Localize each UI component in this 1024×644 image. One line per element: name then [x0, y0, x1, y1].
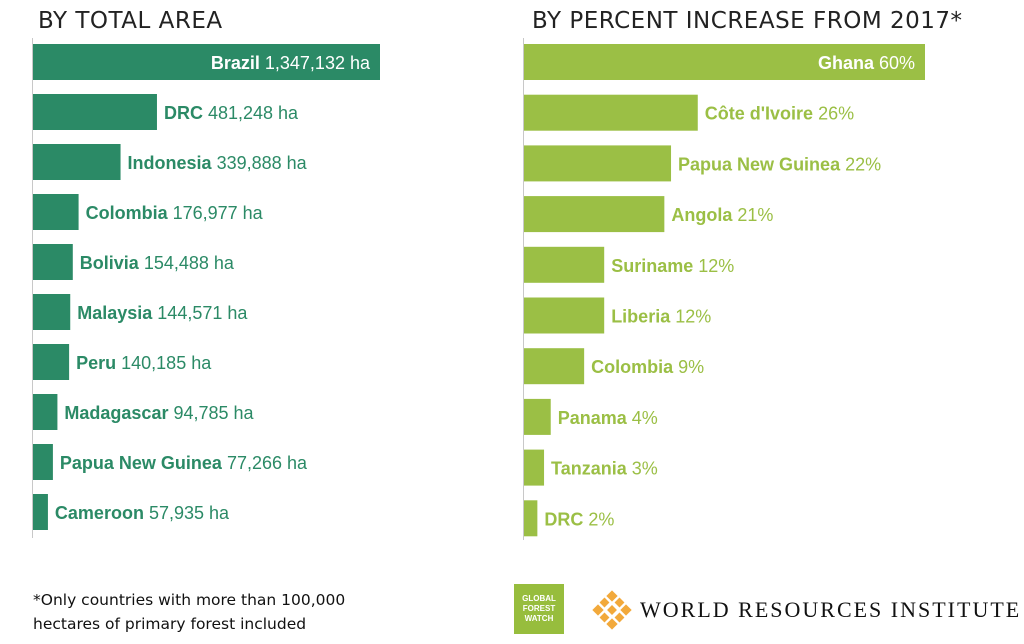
bar-colombia [33, 194, 79, 230]
bar-category-label: Peru [76, 353, 116, 373]
bar-category-label: Tanzania [551, 459, 628, 479]
bar-indonesia [33, 144, 121, 180]
bar-value-label: 94,785 ha [168, 403, 254, 423]
bar-label: Indonesia 339,888 ha [128, 153, 308, 173]
bar-value-label: 3% [627, 459, 658, 479]
bar-value-label: 9% [673, 357, 704, 377]
bar-label: Peru 140,185 ha [76, 353, 212, 373]
bar-value-label: 2% [583, 509, 614, 529]
bar-value-label: 144,571 ha [152, 303, 248, 323]
bar-peru [33, 344, 70, 380]
bar-value-label: 21% [732, 205, 773, 225]
bar-value-label: 26% [813, 104, 854, 124]
bar-category-label: Côte d'Ivoire [705, 104, 813, 124]
total-area-bar-chart: Brazil 1,347,132 ha DRC 481,248 ha Indones… [32, 38, 380, 538]
gfw-logo-line-3: WATCH [524, 614, 554, 623]
bar-label: Côte d'Ivoire 26% [705, 104, 854, 124]
bar-value-label: 12% [670, 307, 711, 327]
bar-value-label: 1,347,132 ha [260, 53, 371, 73]
bar-label: Liberia 12% [611, 307, 711, 327]
bar-brazil [33, 44, 380, 80]
bar-category-label: Panama [558, 408, 628, 428]
bar-papua-new-guinea [524, 145, 672, 182]
bar-colombia [524, 348, 585, 385]
bar-label: Brazil 1,347,132 ha [211, 53, 371, 73]
bar-label: DRC 2% [544, 509, 614, 529]
bar-label: Madagascar 94,785 ha [64, 403, 254, 423]
bar-label: Bolivia 154,488 ha [80, 253, 235, 273]
bar-value-label: 4% [627, 408, 658, 428]
bar-liberia [524, 297, 605, 334]
bar-suriname [524, 246, 605, 283]
bar-panama [524, 398, 551, 435]
bar-category-label: Cameroon [55, 503, 144, 523]
percent-increase-bar-chart: Ghana 60% Côte d'Ivoire 26% Papua New Guin… [523, 38, 925, 540]
bar-tanzania [524, 449, 545, 486]
bar-value-label: 481,248 ha [203, 103, 299, 123]
bar-label: Colombia 176,977 ha [86, 203, 264, 223]
bar-category-label: Colombia [591, 357, 674, 377]
global-forest-watch-logo: GLOBAL FOREST WATCH [514, 584, 564, 634]
bar-value-label: 22% [840, 154, 881, 174]
bar-label: Papua New Guinea 22% [678, 154, 881, 174]
bar-label: Suriname 12% [611, 256, 734, 276]
right-chart-title: BY PERCENT INCREASE FROM 2017* [532, 8, 963, 34]
gfw-logo-line-1: GLOBAL [522, 594, 556, 603]
bar-category-label: Colombia [86, 203, 169, 223]
bar-angola [524, 196, 665, 233]
bar-label: Tanzania 3% [551, 459, 658, 479]
bar-category-label: Papua New Guinea [678, 154, 841, 174]
bar-label: Cameroon 57,935 ha [55, 503, 230, 523]
bar-cameroon [33, 494, 48, 530]
bar-label: Angola 21% [671, 205, 773, 225]
wri-name: WORLD RESOURCES INSTITUTE [640, 597, 1022, 622]
bar-label: Malaysia 144,571 ha [77, 303, 248, 323]
bar-label: Panama 4% [558, 408, 658, 428]
bar-label: Colombia 9% [591, 357, 704, 377]
bar-category-label: Angola [671, 205, 733, 225]
bar-c-te-d-ivoire [524, 94, 698, 131]
bar-drc [33, 94, 157, 130]
bar-category-label: Suriname [611, 256, 693, 276]
bar-value-label: 176,977 ha [168, 203, 264, 223]
bar-value-label: 339,888 ha [212, 153, 308, 173]
bar-value-label: 140,185 ha [116, 353, 212, 373]
bar-category-label: Madagascar [64, 403, 168, 423]
bar-category-label: Papua New Guinea [60, 453, 223, 473]
bar-value-label: 12% [693, 256, 734, 276]
bar-category-label: DRC [164, 103, 203, 123]
bar-label: DRC 481,248 ha [164, 103, 299, 123]
bar-bolivia [33, 244, 73, 280]
bar-ghana [524, 44, 925, 80]
bar-madagascar [33, 394, 58, 430]
bar-label: Ghana 60% [818, 53, 915, 73]
bar-value-label: 60% [874, 53, 915, 73]
bar-category-label: Ghana [818, 53, 875, 73]
bar-malaysia [33, 294, 71, 330]
bar-value-label: 77,266 ha [222, 453, 308, 473]
bar-category-label: Indonesia [128, 153, 213, 173]
bar-label: Papua New Guinea 77,266 ha [60, 453, 308, 473]
left-chart-title: BY TOTAL AREA [38, 8, 223, 34]
bar-category-label: Bolivia [80, 253, 140, 273]
bar-category-label: Liberia [611, 307, 671, 327]
wri-logo-icon [592, 590, 632, 630]
bar-drc [524, 500, 538, 537]
bar-papua-new-guinea [33, 444, 53, 480]
bar-value-label: 154,488 ha [139, 253, 235, 273]
bar-value-label: 57,935 ha [144, 503, 230, 523]
bar-category-label: Brazil [211, 53, 260, 73]
bar-category-label: Malaysia [77, 303, 153, 323]
footnote: *Only countries with more than 100,000 h… [33, 591, 346, 633]
bar-category-label: DRC [544, 509, 583, 529]
gfw-logo-line-2: FOREST [522, 604, 556, 613]
